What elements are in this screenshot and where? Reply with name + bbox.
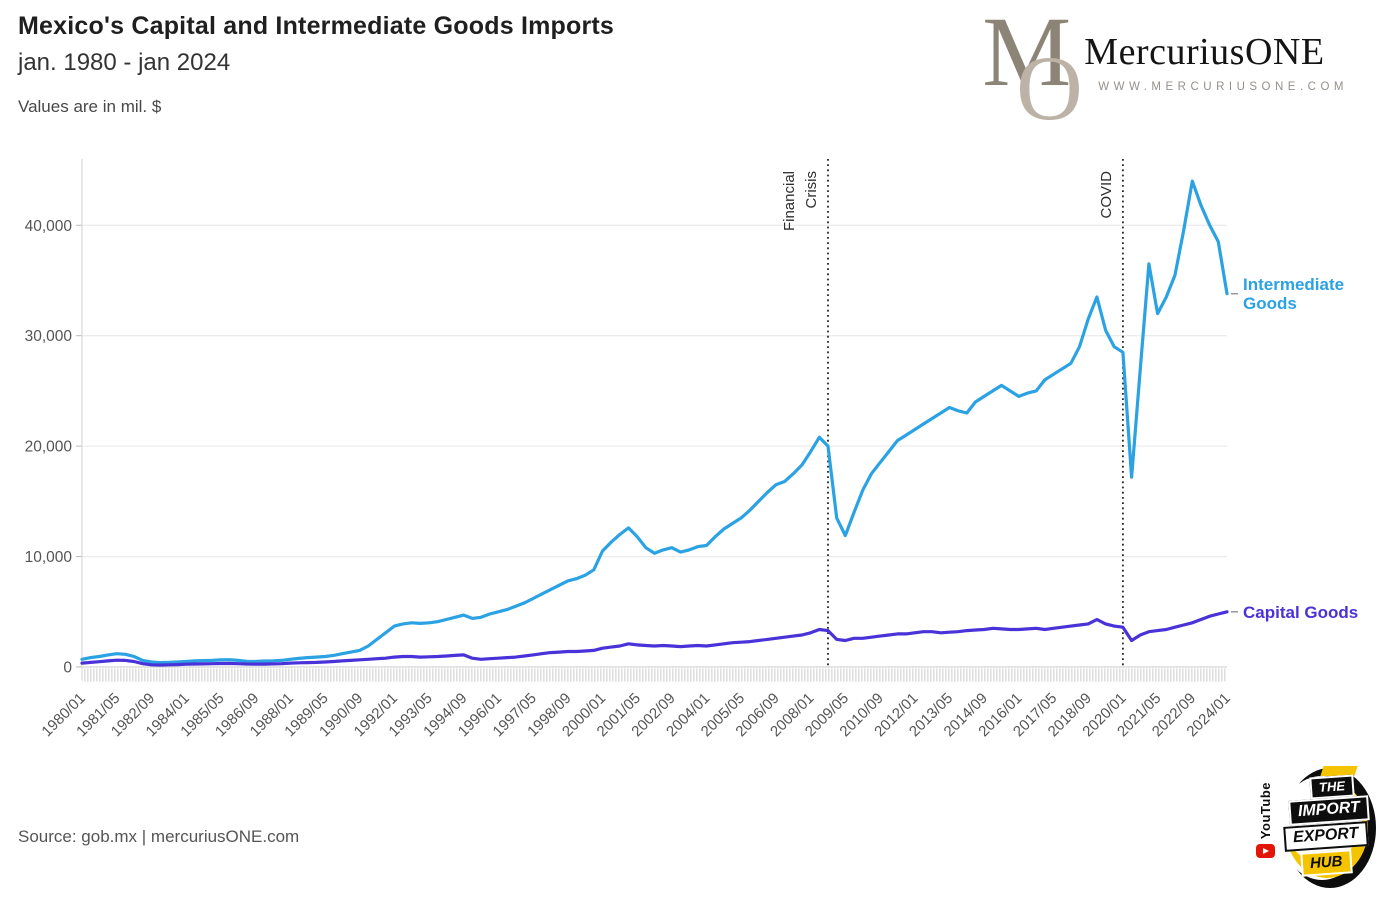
svg-text:Crisis: Crisis — [803, 171, 820, 209]
svg-text:COVID: COVID — [1098, 171, 1115, 219]
svg-text:Intermediate: Intermediate — [1243, 275, 1344, 294]
hub-emblem: THE IMPORT EXPORT HUB — [1278, 766, 1378, 892]
brand-website: WWW.MERCURIUSONE.COM — [1098, 81, 1348, 93]
page-subtitle: jan. 1980 - jan 2024 — [18, 49, 231, 76]
youtube-logo: YouTube — [1252, 782, 1278, 886]
svg-text:Financial: Financial — [781, 171, 798, 231]
svg-text:20,000: 20,000 — [25, 439, 73, 456]
monogram-o: O — [1016, 37, 1083, 139]
svg-text:Capital Goods: Capital Goods — [1243, 603, 1358, 622]
header: Mexico's Capital and Intermediate Goods … — [18, 12, 614, 117]
svg-text:Goods: Goods — [1243, 294, 1297, 313]
brand-name: MercuriusONE — [1084, 31, 1325, 73]
brand-text: MercuriusONE WWW.MERCURIUSONE.COM — [1084, 16, 1348, 93]
hub-line-hub: HUB — [1299, 849, 1352, 877]
units-note: Values are in mil. $ — [18, 97, 162, 116]
source-note: Source: gob.mx | mercuriusONE.com — [18, 827, 300, 846]
svg-text:30,000: 30,000 — [25, 328, 73, 345]
svg-text:10,000: 10,000 — [25, 549, 73, 566]
page-title: Mexico's Capital and Intermediate Goods … — [18, 12, 615, 40]
youtube-wordmark: YouTube — [1257, 782, 1273, 840]
youtube-play-icon — [1255, 844, 1275, 859]
import-export-hub-logo: YouTube THE IMPORT EXPORT HUB — [1252, 766, 1380, 894]
svg-text:0: 0 — [63, 660, 72, 677]
brand-monogram-icon: M O — [982, 2, 1082, 135]
monogram-m: M — [982, 0, 1072, 107]
brand-logo: M O MercuriusONE WWW.MERCURIUSONE.COM — [982, 2, 1348, 135]
svg-text:40,000: 40,000 — [25, 218, 73, 235]
